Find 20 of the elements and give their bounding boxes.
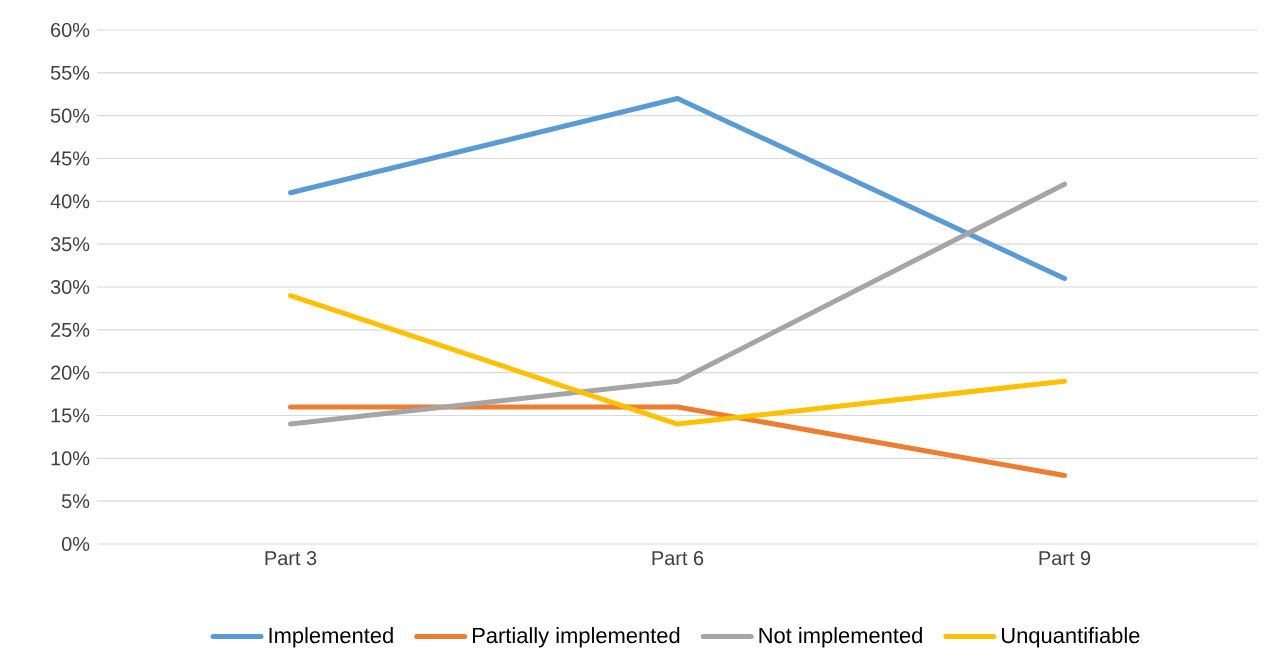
legend-label: Implemented (269, 627, 393, 648)
y-tick-label: 0% (61, 536, 90, 552)
x-tick-label: Part 9 (1039, 551, 1091, 566)
y-tick-label: 30% (50, 279, 90, 295)
y-tick-label: 5% (61, 494, 90, 509)
x-tick-label: Part 6 (652, 551, 704, 566)
y-tick-label: 25% (51, 322, 90, 337)
y-tick-label: 40% (50, 194, 90, 209)
y-tick-label: 15% (51, 408, 90, 423)
y-tick-label: 50% (50, 108, 90, 123)
y-tick-label: 60% (51, 22, 90, 38)
y-tick-label: 55% (50, 65, 90, 80)
legend-label: Partially implemented (473, 627, 680, 648)
legend-label: Unquantifiable (1002, 627, 1140, 648)
legend-label: Not implemented (759, 627, 922, 648)
y-tick-label: 35% (50, 237, 90, 252)
y-tick-label: 20% (51, 365, 90, 380)
y-tick-label: 45% (50, 151, 90, 166)
x-tick-label: Part 3 (265, 551, 317, 566)
y-tick-label: 10% (51, 451, 90, 466)
